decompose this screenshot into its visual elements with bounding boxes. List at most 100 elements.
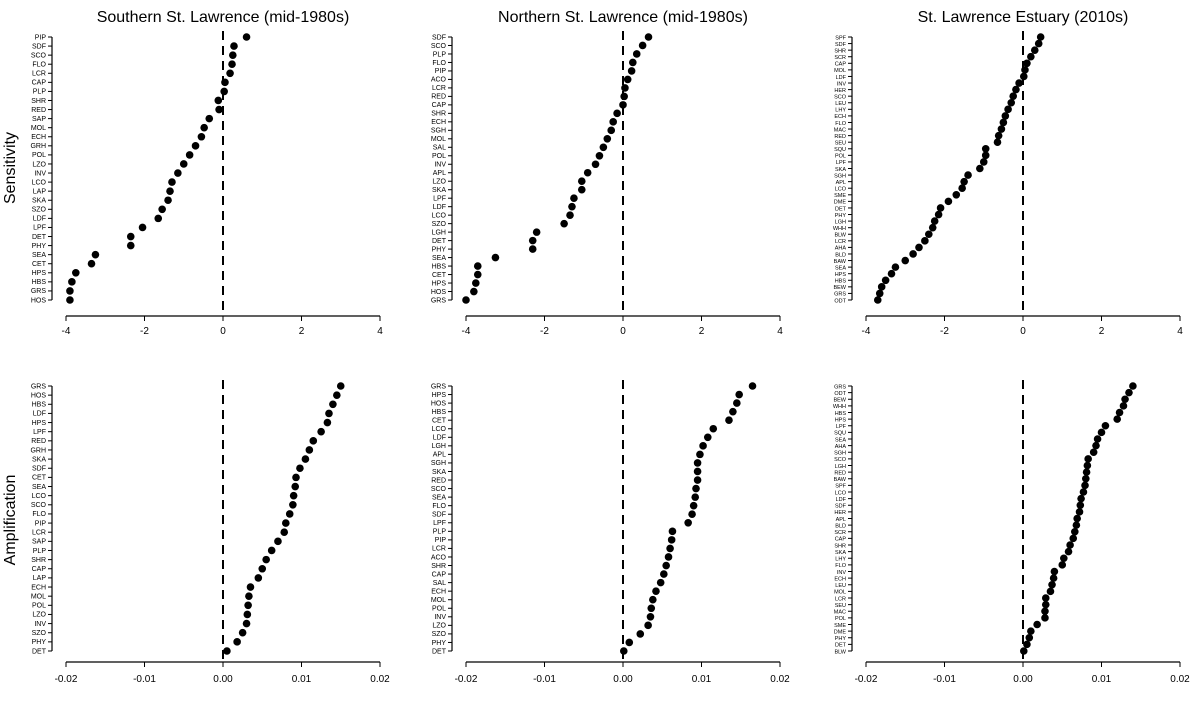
panel-5-point-lco xyxy=(709,424,718,433)
panel-6-y-label-lcr: LCR xyxy=(835,596,846,602)
panel-5-y-label-lzo: LZO xyxy=(432,623,446,630)
panel-3-x-tick-label: -4 xyxy=(862,326,871,337)
panel-5-point-sdf xyxy=(688,510,696,519)
panel-1-y-label-lzo: LZO xyxy=(32,161,46,168)
panel-5-y-label-hbs: HBS xyxy=(432,409,447,416)
panel-5-y-label-pip: PIP xyxy=(435,537,447,544)
panel-3-y-label-sme: SME xyxy=(834,193,846,199)
panel-2-point-lco xyxy=(566,211,574,219)
panel-2-point-cap xyxy=(619,101,627,109)
panel-3-y-label-dme: DME xyxy=(834,200,847,206)
panel-2-point-ska xyxy=(577,185,586,194)
panel-4-point-hos xyxy=(333,391,341,399)
panel-6-y-label-sea: SEA xyxy=(835,437,846,443)
panel-5-point-hos xyxy=(733,399,741,407)
panel-1-y-label-sdf: SDF xyxy=(32,43,46,50)
panel-2-y-label-lgh: LGH xyxy=(432,229,446,236)
panel-5-point-ech xyxy=(652,587,660,595)
panel-3-y-label-cap: CAP xyxy=(835,62,847,68)
panel-5-y-label-sal: SAL xyxy=(433,580,446,587)
panel-4-x-tick-label: -0.02 xyxy=(55,674,78,685)
panel-6-y-label-apl: APL xyxy=(836,517,846,523)
panel-2-y-label-shr: SHR xyxy=(431,111,446,118)
panel-1-point-lpf xyxy=(138,223,147,232)
panel-3-point-lhy xyxy=(1004,105,1012,114)
panel-4-point-lco xyxy=(289,491,298,500)
panel-1-y-label-pol: POL xyxy=(32,152,46,159)
panel-6-y-label-lhy: LHY xyxy=(835,557,846,563)
panel-1-y-label-sea: SEA xyxy=(32,252,46,259)
panel-5-point-det xyxy=(619,647,628,655)
panel-3-y-label-bld: BLD xyxy=(835,252,846,258)
panel-6-point-lhy xyxy=(1060,554,1068,563)
panel-2-y-label-ska: SKA xyxy=(432,187,446,194)
panel-5-y-label-sgh: SGH xyxy=(431,460,446,467)
panel-1-point-shr xyxy=(214,96,223,105)
panel-1-y-label-sco: SCO xyxy=(31,52,47,59)
panel-6-y-label-flo: FLO xyxy=(835,563,846,569)
panel-6-y-label-ska: SKA xyxy=(835,550,846,556)
panel-3-y-label-ech: ECH xyxy=(834,114,846,120)
panel-5-point-red xyxy=(693,476,702,484)
panel-4-point-inv xyxy=(242,619,251,628)
panel-6-point-seu xyxy=(1041,600,1050,609)
panel-4-y-label-pol: POL xyxy=(32,603,46,610)
panel-1-y-label-hps: HPS xyxy=(32,270,47,277)
panel-6-point-det xyxy=(1023,640,1031,649)
panel-2-point-cet xyxy=(473,270,482,279)
panel-6-point-lpf xyxy=(1101,421,1110,430)
panel-3-point-spf xyxy=(1036,33,1045,41)
panel-4-x-tick-label: 0.00 xyxy=(213,674,233,685)
panel-5-y-label-cet: CET xyxy=(432,417,447,424)
panel-5-point-szo xyxy=(636,630,645,638)
panel-5-point-hbs xyxy=(729,407,737,416)
panel-3-point-odt xyxy=(873,296,882,304)
panel-5-y-label-cap: CAP xyxy=(432,571,447,578)
panel-3-point-mac xyxy=(997,125,1006,133)
panel-5-point-ska xyxy=(693,467,702,476)
panel-4-point-shr xyxy=(262,555,270,564)
panel-6-point-her xyxy=(1075,508,1084,516)
panel-1-y-label-lcr: LCR xyxy=(32,71,46,78)
panel-6-y-label-hbs: HBS xyxy=(835,411,847,417)
panel-1-point-pol xyxy=(185,151,194,159)
panel-6-point-odt xyxy=(1125,388,1133,397)
panel-4-point-sco xyxy=(289,500,297,509)
panel-6-y-label-lco: LCO xyxy=(835,490,847,496)
panel-1-y-label-lpf: LPF xyxy=(33,225,46,232)
panel-5-point-sea xyxy=(691,493,700,501)
panel-1-x-tick-label: -2 xyxy=(140,326,149,337)
panel-3-title: St. Lawrence Estuary (2010s) xyxy=(918,9,1129,26)
panel-5-point-pip xyxy=(667,536,676,544)
panel-4-y-label-mol: MOL xyxy=(31,593,46,600)
panel-3-point-lco xyxy=(958,184,966,193)
panel-6-point-bew xyxy=(1121,395,1129,404)
panel-5-x-tick-label: -0.02 xyxy=(455,674,478,685)
panel-5-point-pol xyxy=(647,604,656,613)
panel-1-y-label-grh: GRH xyxy=(30,143,46,150)
panel-6-y-label-odt: ODT xyxy=(834,391,846,397)
panel-5-y-label-ldf: LDF xyxy=(433,435,446,442)
panel-3-point-her xyxy=(1012,85,1020,94)
panel-1-y-label-ska: SKA xyxy=(32,198,46,205)
panel-6-point-shr xyxy=(1066,541,1074,549)
panel-5-y-label-phy: PHY xyxy=(432,640,447,647)
panel-1-y-label-grs: GRS xyxy=(31,288,47,295)
panel-3-y-label-sgh: SGH xyxy=(834,173,846,179)
panel-3-y-label-her: HER xyxy=(834,88,846,94)
panel-2-point-lcr xyxy=(621,84,629,92)
panel-6-point-mac xyxy=(1041,607,1049,616)
panel-4-point-ska xyxy=(301,455,310,463)
panel-4-y-label-grh: GRH xyxy=(30,447,46,454)
panel-5-y-label-det: DET xyxy=(432,648,447,655)
panel-6-point-hbs xyxy=(1115,408,1124,417)
panel-2-y-label-szo: SZO xyxy=(432,221,447,228)
panel-3-point-sea xyxy=(891,263,900,271)
panel-6-y-label-sco: SCO xyxy=(834,457,847,463)
panel-1-x-tick-label: -4 xyxy=(62,326,71,337)
panel-2-point-ldf xyxy=(568,202,576,211)
panel-6-point-baw xyxy=(1082,474,1090,483)
panel-4-y-label-phy: PHY xyxy=(32,639,47,646)
panel-2-y-label-phy: PHY xyxy=(432,246,447,253)
panel-5-point-aco xyxy=(664,553,673,561)
